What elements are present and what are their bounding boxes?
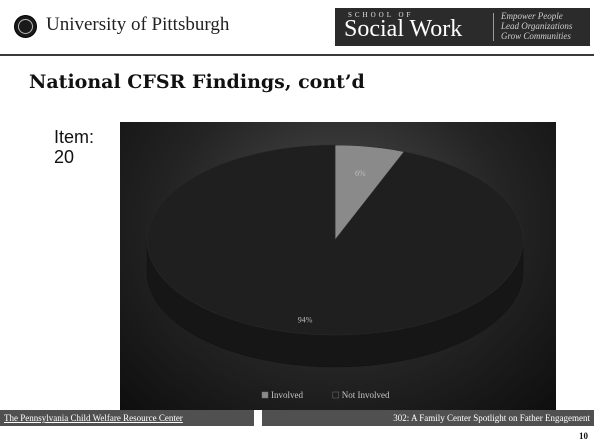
- social-work-label: Social Work: [344, 16, 463, 42]
- tagline-line: Grow Communities: [501, 31, 571, 41]
- tagline: Empower People Lead Organizations Grow C…: [501, 11, 572, 41]
- footer-left-panel: The Pennsylvania Child Welfare Resource …: [0, 410, 254, 426]
- logo-divider: [493, 13, 494, 41]
- course-title: 302: A Family Center Spotlight on Father…: [393, 413, 590, 423]
- item-label: Item: 20: [54, 127, 94, 167]
- pie-slice-not-involved: [146, 144, 524, 336]
- footer-right-panel: 302: A Family Center Spotlight on Father…: [262, 410, 594, 426]
- tagline-line: Empower People: [501, 11, 563, 21]
- legend-label: Not Involved: [342, 390, 390, 400]
- slide-title: National CFSR Findings, cont’d: [29, 71, 365, 93]
- pie-chart-canvas: 6% 94% Involved Not Involved: [146, 144, 524, 400]
- footer: The Pennsylvania Child Welfare Resource …: [0, 410, 594, 426]
- pie-chart: 6% 94% Involved Not Involved: [120, 122, 556, 410]
- pie-legend: Involved Not Involved: [261, 390, 390, 400]
- pie-labels: 6% 94%: [298, 169, 366, 325]
- item-label-line: 20: [54, 147, 75, 167]
- school-of-social-work-logo: SCHOOL OF Social Work Empower People Lea…: [335, 8, 590, 46]
- tagline-line: Lead Organizations: [501, 21, 573, 31]
- resource-center-link[interactable]: The Pennsylvania Child Welfare Resource …: [4, 413, 183, 423]
- university-seal-icon: [14, 15, 37, 38]
- page-number: 10: [579, 431, 588, 441]
- header: University of Pittsburgh SCHOOL OF Socia…: [0, 0, 594, 56]
- item-label-line: Item:: [54, 127, 95, 147]
- legend-swatch: [332, 391, 340, 399]
- header-divider: [0, 54, 594, 56]
- pie-data-label: 94%: [298, 315, 313, 324]
- pie-slices: [146, 144, 524, 368]
- pie-data-label: 6%: [355, 169, 366, 178]
- school-of-label: SCHOOL OF: [348, 11, 414, 19]
- legend-label: Involved: [271, 390, 303, 400]
- university-name: University of Pittsburgh: [46, 14, 230, 35]
- legend-swatch: [261, 391, 269, 399]
